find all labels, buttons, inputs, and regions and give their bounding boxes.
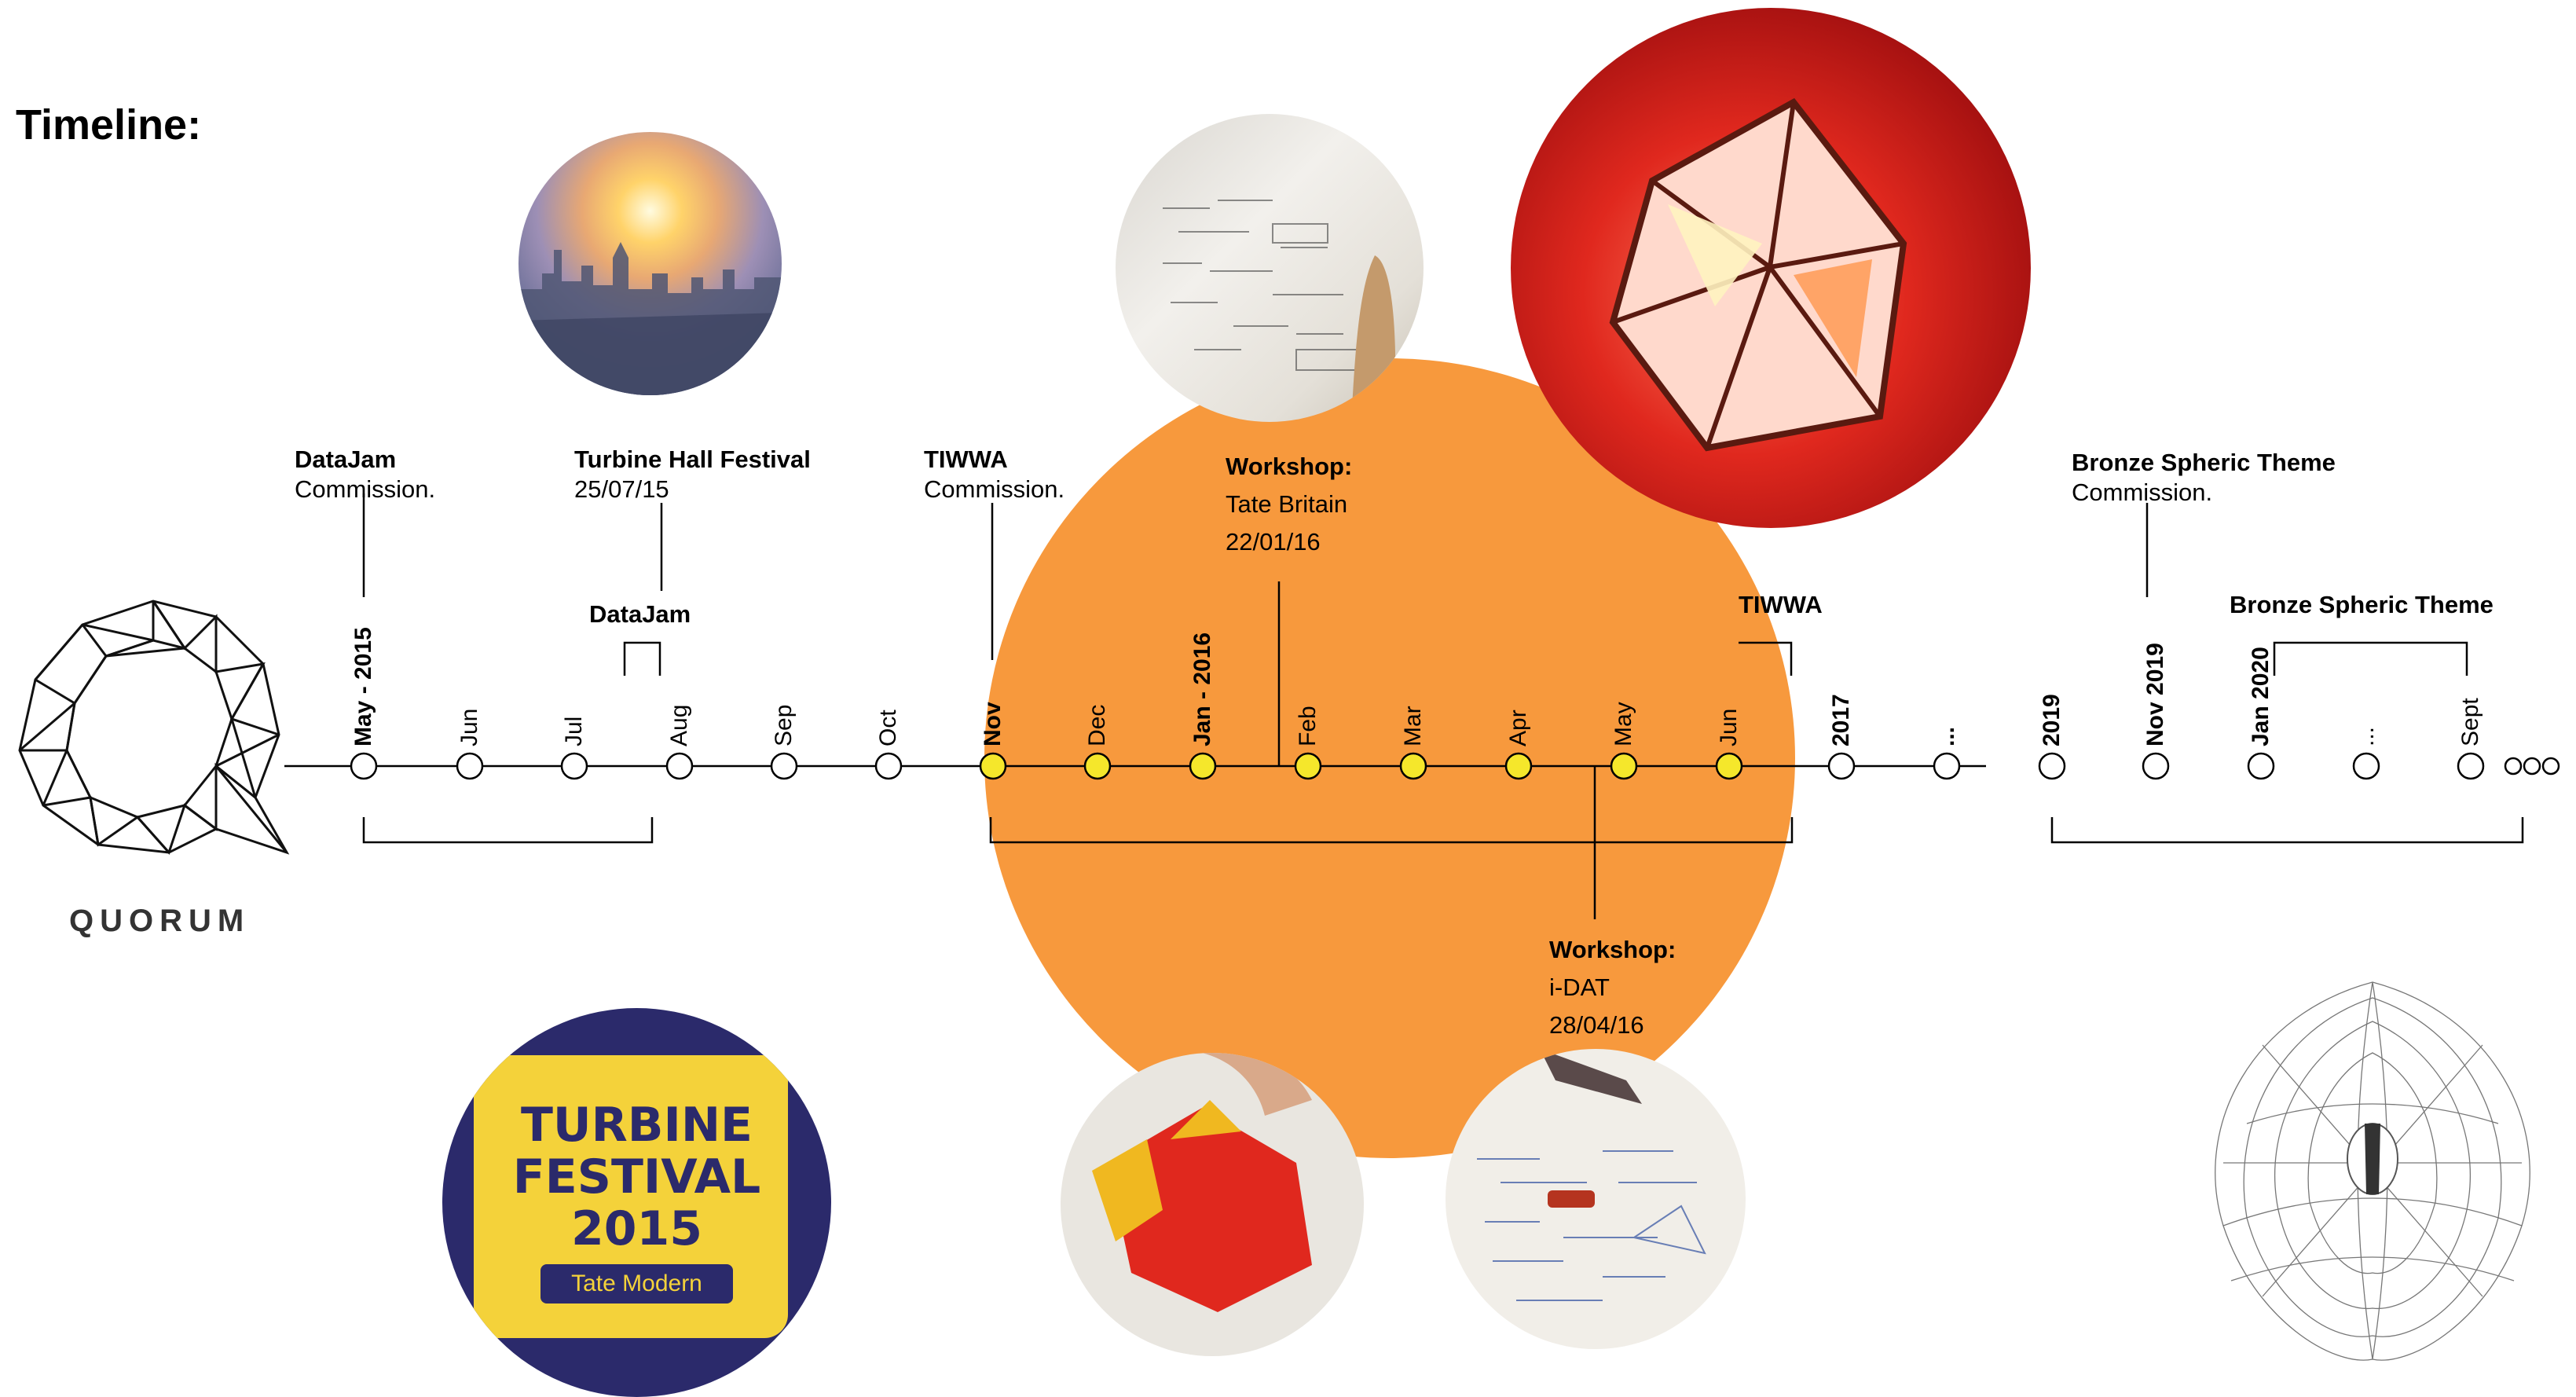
timeline-node	[1610, 752, 1638, 780]
timeline-node	[2142, 752, 2170, 780]
event-workshop-idat-title: Workshop:	[1549, 936, 1676, 963]
timeline-node	[1715, 752, 1743, 780]
continuation-dots	[2504, 757, 2560, 776]
bracket-label-bronze: Bronze Spheric Theme	[2230, 591, 2494, 618]
tick-label: Jan - 2016	[1189, 632, 1215, 746]
timeline-node	[2352, 752, 2380, 780]
red-shapes-icon	[1092, 1053, 1312, 1312]
event-bronze-title: Bronze Spheric Theme	[2072, 449, 2336, 476]
tick-label: Jul	[561, 716, 587, 746]
event-workshop-tate-title: Workshop:	[1226, 453, 1353, 480]
poster-title: TURBINE FESTIVAL 2015	[442, 1099, 831, 1255]
event-datajam-sub: Commission.	[295, 475, 436, 503]
craft-workshop-photo	[1061, 1053, 1364, 1356]
timeline-node	[2457, 752, 2485, 780]
tick-label: Oct	[875, 710, 901, 746]
timeline-node	[1399, 752, 1427, 780]
bracket-2015	[362, 817, 654, 844]
tick-label: ...	[2353, 726, 2379, 746]
city-sunrise-photo	[518, 132, 782, 395]
timeline-node	[665, 752, 694, 780]
event-bronze: Bronze Spheric Theme Commission.	[2072, 448, 2336, 508]
timeline-node	[874, 752, 903, 780]
tick-label: Sept	[2457, 698, 2483, 746]
tick-label: Mar	[1400, 706, 1426, 746]
bracket-2016	[989, 817, 1794, 844]
event-workshop-idat-line2: 28/04/16	[1549, 1011, 1644, 1039]
tick-label: Jun	[1716, 708, 1742, 746]
tick-label: 2017	[1828, 694, 1854, 746]
event-turbine: Turbine Hall Festival 25/07/15	[574, 445, 811, 504]
bracket-bronze	[2273, 641, 2468, 676]
timeline-nodes	[350, 752, 2485, 780]
tick-label: Nov 2019	[2142, 643, 2168, 746]
bracket-tiwwa	[1739, 641, 1793, 676]
bracket-label-tiwwa: TIWWA	[1739, 591, 1823, 618]
event-tiwwa-title: TIWWA	[924, 446, 1008, 473]
tick-label: May	[1610, 702, 1636, 746]
tick-label: Aug	[666, 704, 692, 746]
bracket-datajam	[623, 641, 661, 676]
timeline-node	[1933, 752, 1961, 780]
event-turbine-title: Turbine Hall Festival	[574, 446, 811, 473]
event-bronze-sub: Commission.	[2072, 478, 2213, 506]
notes-icon	[1477, 1049, 1706, 1301]
timeline-node	[2247, 752, 2275, 780]
illuminated-sculpture-photo	[1511, 8, 2031, 528]
turbine-festival-poster: TURBINE FESTIVAL 2015 Tate Modern	[442, 1008, 831, 1397]
timeline-node	[1827, 752, 1856, 780]
whiteboard-icon	[1163, 200, 1396, 422]
tick-label: Feb	[1295, 706, 1321, 746]
timeline-node	[1504, 752, 1533, 780]
tick-label: Nov	[980, 702, 1006, 746]
timeline-node	[350, 752, 378, 780]
timeline-node	[1189, 752, 1217, 780]
event-tiwwa-sub: Commission.	[924, 475, 1065, 503]
bracket-2019	[2050, 817, 2524, 844]
tick-label: Sep	[771, 704, 797, 746]
spheric-theme-render-icon	[2215, 981, 2530, 1361]
idat-workshop-photo	[1446, 1049, 1746, 1349]
event-workshop-idat: Workshop: i-DAT 28/04/16	[1549, 931, 1676, 1044]
event-workshop-tate-line2: 22/01/16	[1226, 528, 1321, 556]
timeline-node	[560, 752, 588, 780]
timeline-node	[1294, 752, 1322, 780]
tick-label: Jun	[456, 708, 482, 746]
brackets	[362, 493, 2524, 919]
brand-name: QUORUM	[69, 904, 251, 938]
whiteboard-photo	[1116, 114, 1424, 422]
poster-tag: Tate Modern	[540, 1264, 733, 1304]
tick-label: ...	[1933, 726, 1959, 746]
event-workshop-idat-line1: i-DAT	[1549, 974, 1610, 1001]
bracket-label-datajam: DataJam	[589, 600, 691, 628]
poster-line3: 2015	[571, 1201, 702, 1256]
timeline-node	[770, 752, 798, 780]
skyline-icon	[518, 242, 782, 395]
sculpture-icon	[1609, 97, 1907, 452]
timeline-node	[2038, 752, 2066, 780]
event-datajam-title: DataJam	[295, 446, 397, 473]
page-title: Timeline:	[16, 101, 202, 148]
tick-label: Dec	[1084, 704, 1110, 746]
tick-label: 2019	[2039, 694, 2065, 746]
poster-line1: TURBINE	[520, 1098, 753, 1153]
tick-label: Jan 2020	[2248, 647, 2274, 746]
event-workshop-tate-line1: Tate Britain	[1226, 490, 1348, 518]
timeline-node	[1083, 752, 1112, 780]
quorum-logo-icon	[18, 600, 290, 855]
tick-label: Apr	[1505, 710, 1531, 746]
poster-line2: FESTIVAL	[512, 1150, 761, 1204]
event-turbine-sub: 25/07/15	[574, 475, 669, 503]
timeline-node	[456, 752, 484, 780]
tick-label: May - 2015	[350, 627, 376, 746]
event-workshop-tate: Workshop: Tate Britain 22/01/16	[1226, 448, 1352, 561]
event-tiwwa: TIWWA Commission.	[924, 445, 1064, 504]
event-datajam: DataJam Commission.	[295, 445, 435, 504]
timeline-node	[979, 752, 1007, 780]
